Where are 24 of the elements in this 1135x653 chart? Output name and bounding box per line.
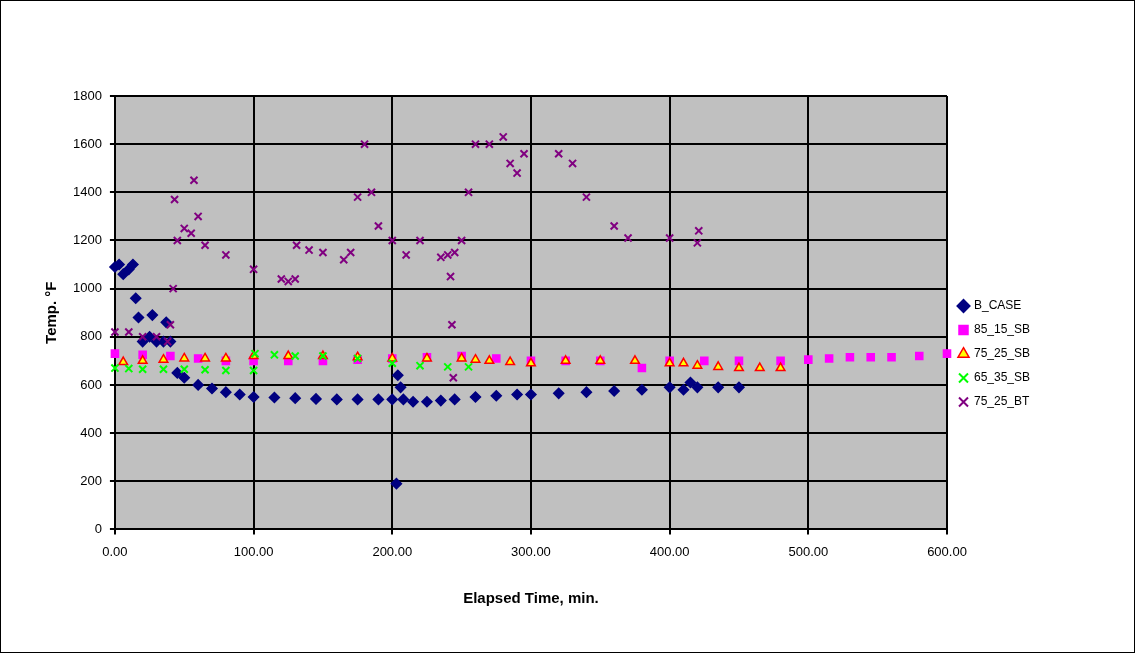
x-tick-label: 500.00 [788, 543, 829, 559]
x-tick-label: 0.00 [102, 543, 128, 559]
x-tick-label: 400.00 [649, 543, 690, 559]
y-axis-title: Temp. °F [42, 281, 60, 344]
legend-label: 75_25_SB [974, 346, 1031, 361]
x-axis-title: Elapsed Time, min. [463, 589, 599, 607]
y-tick-label: 200 [80, 472, 102, 488]
x-tick-label: 200.00 [372, 543, 413, 559]
legend-label: 75_25_BT [974, 394, 1031, 409]
x-tick-label: 300.00 [511, 543, 551, 559]
y-tick-label: 600 [80, 376, 102, 392]
y-tick-label: 1400 [73, 183, 102, 199]
y-tick-label: 1000 [73, 280, 102, 296]
y-tick-label: 1800 [73, 87, 102, 103]
y-tick-label: 1200 [73, 232, 102, 248]
legend-label: B_CASE [974, 298, 1022, 313]
x-tick-label: 600.00 [927, 543, 967, 559]
y-tick-label: 0 [94, 520, 102, 536]
y-tick-label: 400 [80, 424, 102, 440]
y-tick-label: 1600 [73, 135, 102, 151]
x-tick-label: 100.00 [233, 543, 274, 559]
legend-label: 65_35_SB [974, 370, 1031, 385]
legend-label: 85_15_SB [974, 322, 1031, 337]
y-tick-label: 800 [80, 328, 102, 344]
